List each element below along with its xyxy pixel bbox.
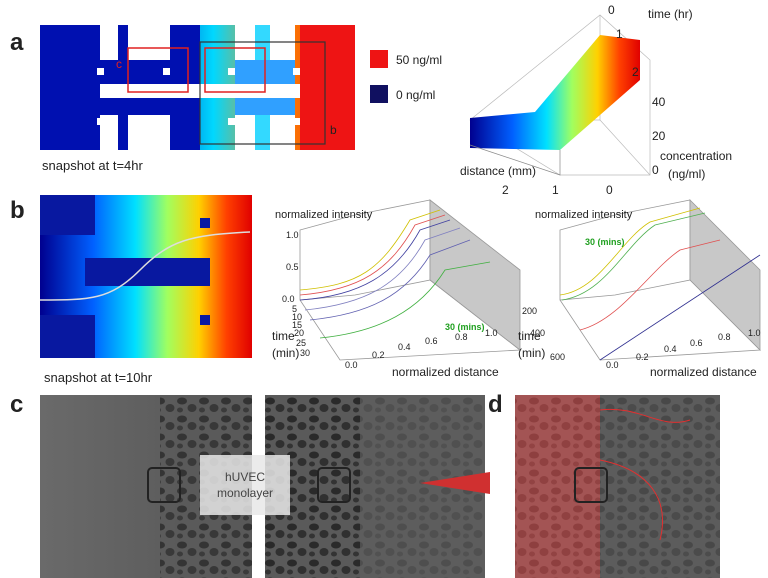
tick-label: 0.5 <box>286 262 299 272</box>
region-label: c <box>116 57 122 71</box>
tick-label: 2 <box>632 65 639 79</box>
axis-label: time <box>272 329 295 343</box>
axis-label: (min) <box>272 346 299 360</box>
axis-label: concentration <box>660 149 732 163</box>
legend-swatch <box>370 85 388 103</box>
legend-swatch <box>370 50 388 68</box>
tick-label: 0.2 <box>372 350 385 360</box>
axis-label: normalized distance <box>392 365 499 379</box>
tick-label: 400 <box>530 328 545 338</box>
axis-label: time (hr) <box>648 7 693 21</box>
annotation: hUVEC <box>225 470 265 484</box>
tick-label: 0.2 <box>636 352 649 362</box>
tick-label: 0.4 <box>664 344 677 354</box>
tick-label: 0.8 <box>718 332 731 342</box>
tick-label: 600 <box>550 352 565 362</box>
panel-label: c <box>10 391 23 418</box>
caption: snapshot at t=10hr <box>44 370 153 385</box>
tick-label: 20 <box>294 328 304 338</box>
annotation: 30 (mins) <box>445 322 485 332</box>
tick-label: 0.6 <box>425 336 438 346</box>
tick-label: 0.0 <box>282 294 295 304</box>
tick-label: 1.0 <box>286 230 299 240</box>
axis-label: (min) <box>518 346 545 360</box>
tick-label: 0.6 <box>690 338 703 348</box>
panel-label: d <box>488 391 503 418</box>
channel-diagram <box>40 25 355 150</box>
panel-label: b <box>10 197 25 224</box>
tick-label: 1 <box>552 183 559 197</box>
axis-label: distance (mm) <box>460 164 536 178</box>
micrographs <box>40 395 720 578</box>
tick-label: 0 <box>652 163 659 177</box>
axis-label: normalized intensity <box>275 209 373 221</box>
legend-label: 0 ng/ml <box>396 88 435 102</box>
figure: a b c d c b snapshot at t=4hr 50 ng/ml 0… <box>0 0 768 578</box>
axis-label: normalized intensity <box>535 209 633 221</box>
tick-label: 1 <box>616 27 623 41</box>
tick-label: 0.4 <box>398 342 411 352</box>
tick-label: 0 <box>608 3 615 17</box>
tick-label: 1.0 <box>485 328 498 338</box>
tick-label: 30 <box>300 348 310 358</box>
heatmap-snapshot <box>40 195 252 358</box>
caption: snapshot at t=4hr <box>42 158 143 173</box>
tick-label: 2 <box>502 183 509 197</box>
tick-label: 1.0 <box>748 328 761 338</box>
tick-label: 0.0 <box>345 360 358 370</box>
surface-plot <box>470 15 650 175</box>
legend-label: 50 ng/ml <box>396 53 442 67</box>
tick-label: 0.8 <box>455 332 468 342</box>
annotation: monolayer <box>217 486 273 500</box>
tick-label: 0 <box>606 183 613 197</box>
region-label: b <box>330 123 337 137</box>
axis-label: (ng/ml) <box>668 167 705 181</box>
panel-label: a <box>10 29 24 56</box>
tick-label: 40 <box>652 95 666 109</box>
tick-label: 200 <box>522 306 537 316</box>
tick-label: 20 <box>652 129 666 143</box>
tick-label: 0.0 <box>606 360 619 370</box>
annotation: 30 (mins) <box>585 237 625 247</box>
tick-label: 25 <box>296 338 306 348</box>
axis-label: normalized distance <box>650 365 757 379</box>
